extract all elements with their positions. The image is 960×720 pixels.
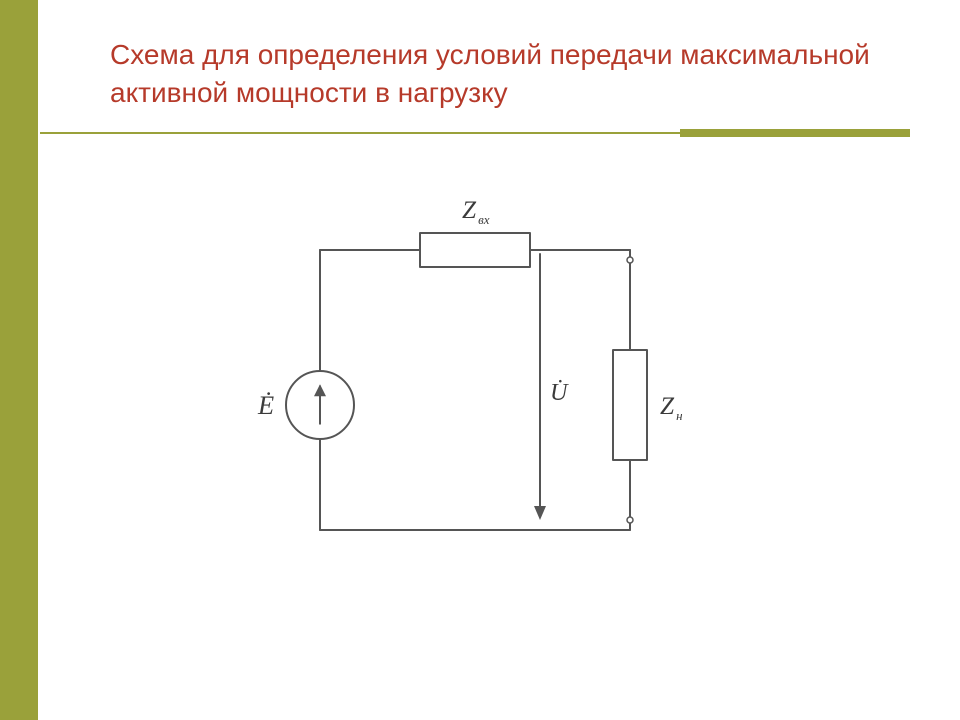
circuit-diagram: Ė Zвх Zн U̇ (230, 170, 730, 590)
svg-text:Zвх: Zвх (462, 196, 490, 227)
svg-text:Ė: Ė (257, 390, 274, 420)
circuit-svg: Ė Zвх Zн U̇ (230, 170, 730, 590)
title-underline-thick (680, 129, 910, 137)
svg-text:Zн: Zн (660, 392, 683, 423)
title-underline-thin (40, 132, 680, 134)
svg-text:U̇: U̇ (550, 379, 569, 406)
left-accent-bar (0, 0, 38, 720)
slide-title: Схема для определения условий передачи м… (110, 36, 880, 112)
slide: Схема для определения условий передачи м… (0, 0, 960, 720)
